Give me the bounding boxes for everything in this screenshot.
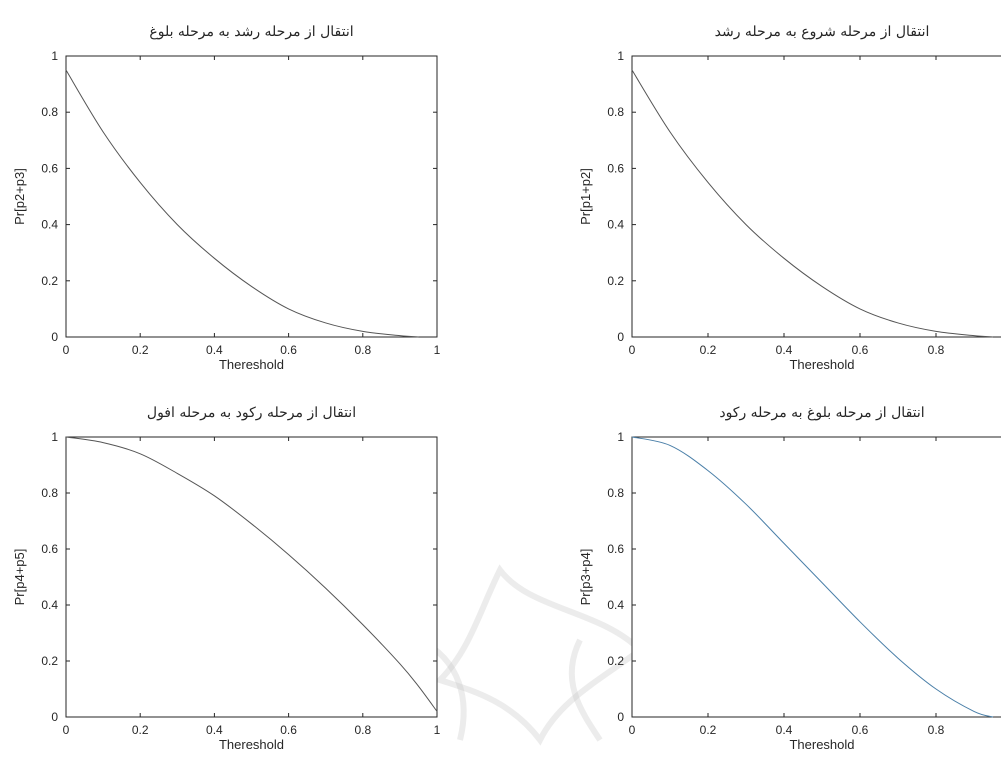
x-tick-label: 0.6: [280, 343, 297, 357]
axes-frame: [65, 55, 438, 338]
x-tick-label: 0.6: [852, 723, 869, 737]
x-tick-label: 0.4: [776, 723, 793, 737]
y-axis-label: Pr[p3+p4]: [578, 549, 593, 606]
y-axis-label: Pr[p2+p3]: [12, 168, 27, 225]
x-axis-label: Thereshold: [219, 357, 284, 372]
y-tick-label: 0.2: [41, 274, 58, 288]
x-axis-label: Thereshold: [789, 357, 854, 372]
x-tick-label: 0: [63, 723, 70, 737]
y-tick-label: 0.8: [41, 105, 58, 119]
series-line: [631, 69, 994, 338]
x-axis-label: Thereshold: [789, 737, 854, 752]
series-line: [631, 436, 994, 718]
x-tick-label: 0.8: [928, 723, 945, 737]
x-tick-label: 0.2: [700, 343, 717, 357]
x-tick-label: 0.2: [132, 343, 149, 357]
subplot-title: انتقال از مرحله شروع به مرحله رشد: [715, 24, 930, 40]
y-tick-label: 1: [51, 49, 58, 63]
x-tick-label: 0.4: [776, 343, 793, 357]
x-tick-label: 0.4: [206, 343, 223, 357]
y-tick-label: 0: [617, 330, 624, 344]
y-tick-label: 0.4: [607, 598, 624, 612]
series-line: [65, 436, 438, 712]
subplot-title: انتقال از مرحله بلوغ به مرحله رکود: [719, 405, 924, 421]
x-tick-label: 1: [434, 343, 441, 357]
x-axis-label: Thereshold: [219, 737, 284, 752]
y-tick-label: 0: [617, 710, 624, 724]
y-axis-label: Pr[p1+p2]: [578, 168, 593, 225]
x-tick-label: 0.2: [700, 723, 717, 737]
series-line: [65, 69, 419, 338]
y-tick-label: 0.4: [41, 598, 58, 612]
y-tick-label: 1: [51, 430, 58, 444]
subplot-3: انتقال از مرحله رکود به مرحله افول 0 0.2 0.…: [12, 405, 441, 752]
axes-frame: [631, 55, 1001, 338]
x-tick-label: 0.8: [354, 723, 371, 737]
y-tick-label: 0.8: [41, 486, 58, 500]
subplot-4: انتقال از مرحله بلوغ به مرحله رکود 0 0.2 0.…: [578, 405, 1001, 752]
y-tick-label: 1: [617, 430, 624, 444]
y-tick-label: 0: [51, 710, 58, 724]
x-tick-label: 0.4: [206, 723, 223, 737]
y-tick-label: 0.6: [607, 542, 624, 556]
x-tick-label: 0: [629, 343, 636, 357]
y-tick-label: 0.4: [41, 218, 58, 232]
axes-frame: [65, 436, 438, 718]
y-tick-label: 0.8: [607, 105, 624, 119]
y-tick-label: 0: [51, 330, 58, 344]
subplot-title: انتقال از مرحله رشد به مرحله بلوغ: [149, 24, 353, 40]
y-tick-label: 0.6: [41, 161, 58, 175]
x-tick-label: 0: [629, 723, 636, 737]
x-tick-label: 0.8: [928, 343, 945, 357]
x-tick-label: 0.2: [132, 723, 149, 737]
y-tick-label: 1: [617, 49, 624, 63]
x-tick-label: 1: [434, 723, 441, 737]
subplot-1: انتقال از مرحله رشد به مرحله بلوغ 0 0.2 0.4…: [12, 24, 441, 372]
x-tick-label: 0.6: [280, 723, 297, 737]
y-axis-label: Pr[p4+p5]: [12, 549, 27, 606]
subplot-2: انتقال از مرحله شروع به مرحله رشد 0 0.2 0.4…: [578, 24, 1001, 372]
y-tick-label: 0.6: [607, 161, 624, 175]
subplot-grid: انتقال از مرحله رشد به مرحله بلوغ 0 0.2 0.4…: [12, 24, 1001, 752]
y-tick-label: 0.8: [607, 486, 624, 500]
y-tick-label: 0.2: [607, 654, 624, 668]
subplot-title: انتقال از مرحله رکود به مرحله افول: [147, 405, 356, 421]
y-tick-label: 0.6: [41, 542, 58, 556]
x-tick-label: 0.6: [852, 343, 869, 357]
x-tick-label: 0.8: [354, 343, 371, 357]
y-tick-label: 0.2: [41, 654, 58, 668]
x-tick-label: 0: [63, 343, 70, 357]
y-tick-label: 0.2: [607, 274, 624, 288]
y-tick-label: 0.4: [607, 218, 624, 232]
